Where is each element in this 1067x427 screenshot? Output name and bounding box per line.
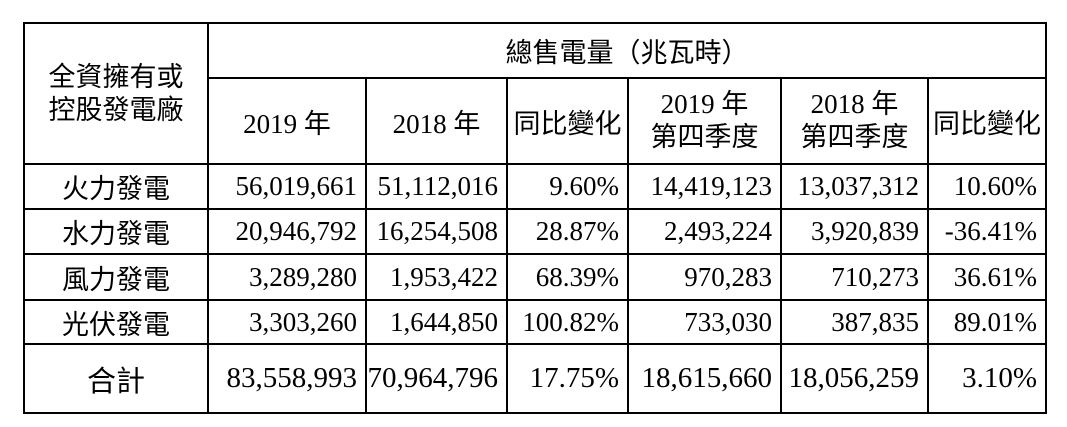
col-header-2019-q4: 2019 年 第四季度 — [627, 77, 782, 165]
cell-hydro-q4-yoy: -36.41% — [926, 208, 1048, 255]
cell-hydro-2019-q4: 2,493,224 — [627, 208, 782, 255]
cell-total-2018-q4: 18,056,259 — [780, 343, 929, 414]
cell-solar-yoy: 100.82% — [506, 299, 629, 345]
table-row-wind: 風力發電 3,289,280 1,953,422 68.39% 970,283 … — [23, 253, 1048, 301]
table-row-solar: 光伏發電 3,303,260 1,644,850 100.82% 733,030… — [23, 299, 1048, 345]
table-row-total: 合計 83,558,993 70,964,796 17.75% 18,615,6… — [23, 343, 1048, 414]
cell-wind-yoy: 68.39% — [506, 253, 629, 301]
cell-total-2019-q4: 18,615,660 — [627, 343, 782, 414]
cell-wind-2019: 3,289,280 — [207, 253, 367, 301]
cell-total-2018: 70,964,796 — [365, 343, 508, 414]
cell-total-yoy: 17.75% — [506, 343, 629, 414]
cell-solar-q4-yoy: 89.01% — [926, 299, 1048, 345]
group-header-total-sales: 總售電量（兆瓦時） — [206, 22, 1048, 79]
cell-solar-2018: 1,644,850 — [365, 299, 508, 345]
row-label-thermal: 火力發電 — [23, 163, 209, 210]
cell-hydro-yoy: 28.87% — [506, 208, 629, 255]
cell-thermal-2019: 56,019,661 — [207, 163, 367, 210]
row-label-wind: 風力發電 — [23, 253, 209, 301]
table-row-thermal: 火力發電 56,019,661 51,112,016 9.60% 14,419,… — [23, 163, 1048, 210]
cell-wind-q4-yoy: 36.61% — [926, 253, 1048, 301]
cell-wind-2018-q4: 710,273 — [780, 253, 929, 301]
cell-hydro-2019: 20,946,792 — [207, 208, 367, 255]
cell-hydro-2018-q4: 3,920,839 — [780, 208, 929, 255]
row-label-total: 合計 — [23, 343, 209, 414]
cell-thermal-q4-yoy: 10.60% — [926, 163, 1048, 210]
col-header-2018-q4: 2018 年 第四季度 — [780, 77, 929, 165]
cell-thermal-yoy: 9.60% — [506, 163, 629, 210]
corner-header-plants: 全資擁有或 控股發電廠 — [23, 22, 209, 165]
cell-wind-2019-q4: 970,283 — [627, 253, 782, 301]
cell-solar-2019-q4: 733,030 — [627, 299, 782, 345]
cell-wind-2018: 1,953,422 — [365, 253, 508, 301]
cell-thermal-2018-q4: 13,037,312 — [780, 163, 929, 210]
cell-solar-2018-q4: 387,835 — [780, 299, 929, 345]
col-header-2018: 2018 年 — [365, 77, 508, 165]
cell-thermal-2019-q4: 14,419,123 — [627, 163, 782, 210]
cell-hydro-2018: 16,254,508 — [365, 208, 508, 255]
col-header-q4-yoy: 同比變化 — [926, 77, 1048, 165]
cell-solar-2019: 3,303,260 — [207, 299, 367, 345]
cell-total-2019: 83,558,993 — [207, 343, 367, 414]
cell-total-q4-yoy: 3.10% — [926, 343, 1048, 414]
col-header-2019: 2019 年 — [207, 77, 367, 165]
row-label-hydro: 水力發電 — [23, 208, 209, 255]
col-header-yoy: 同比變化 — [506, 77, 629, 165]
cell-thermal-2018: 51,112,016 — [365, 163, 508, 210]
table-row-hydro: 水力發電 20,946,792 16,254,508 28.87% 2,493,… — [23, 208, 1048, 255]
electricity-sales-table: 全資擁有或 控股發電廠 總售電量（兆瓦時） 2019 年 2018 年 同比變化… — [23, 22, 1048, 414]
row-label-solar: 光伏發電 — [23, 299, 209, 345]
